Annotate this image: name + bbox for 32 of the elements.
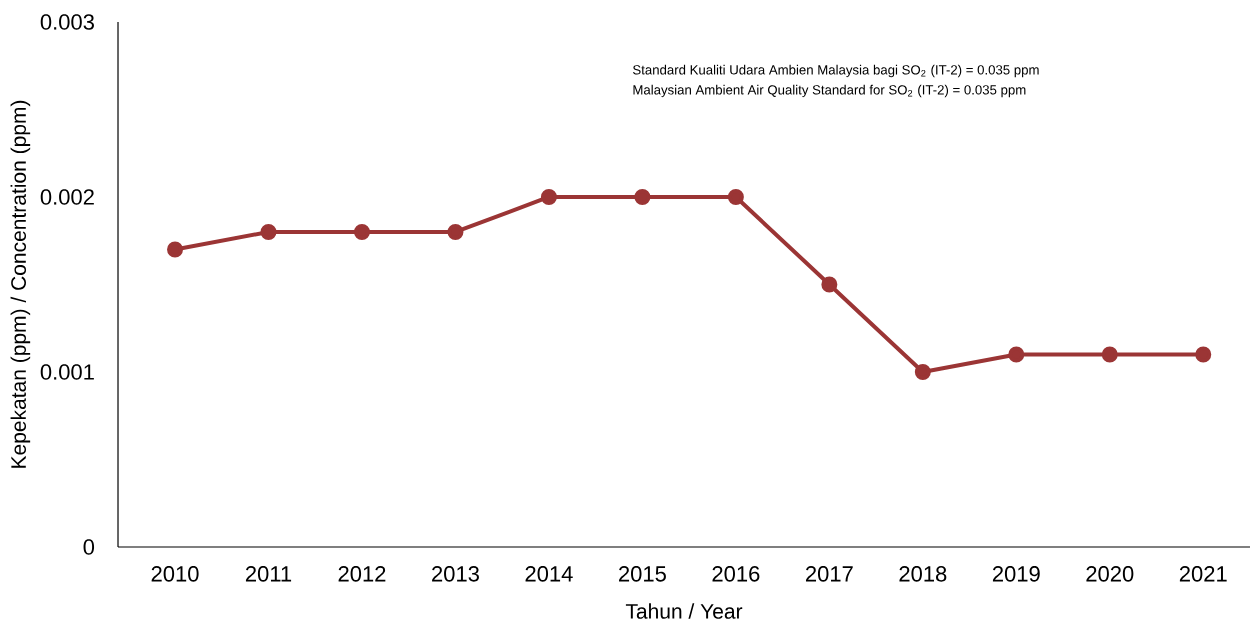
point (353, 223, 370, 240)
x-tick-label: 2011 (245, 566, 292, 582)
x-tick-label: 2012 (338, 566, 386, 582)
x-tick-label: 2019 (992, 566, 1040, 582)
x-tick-label: 2017 (805, 566, 853, 582)
x-tick-label: 2013 (432, 566, 479, 582)
point (914, 363, 931, 380)
point (1008, 346, 1025, 363)
annotation: Standard Kualiti Udara Ambien Malaysia bagi SO$_{2}$ (IT-2) = 0.035 ppm (633, 64, 1039, 78)
x-tick-label: 2010 (151, 566, 199, 582)
y-tick-label: 0.002 (40, 189, 94, 205)
point (727, 188, 744, 205)
x-tick-label: 2020 (1086, 566, 1134, 582)
point (447, 223, 464, 240)
y-axis-title: Kepekatan (ppm) / Concentration (ppm) (10, 100, 31, 468)
y-tick-label: 0 (83, 539, 95, 555)
point (1195, 346, 1212, 363)
x-tick-label: 2016 (712, 566, 760, 582)
x-tick-label: 2021 (1179, 566, 1227, 582)
point (260, 223, 277, 240)
x-axis-title: Tahun / Year (625, 603, 743, 619)
point (634, 188, 651, 205)
y-tick-label: 0.003 (40, 14, 94, 30)
x-tick-label: 2014 (525, 566, 573, 582)
point (540, 188, 557, 205)
point (1101, 346, 1118, 363)
x-tick-label: 2015 (619, 566, 666, 582)
x-tick-label: 2018 (899, 566, 947, 582)
annotation: Malaysian Ambient Air Quality Standard for SO$_{2}$ (IT-2) = 0.035 ppm (633, 84, 1026, 98)
point (167, 241, 184, 258)
y-tick-label: 0.001 (40, 364, 94, 380)
point (821, 276, 838, 293)
